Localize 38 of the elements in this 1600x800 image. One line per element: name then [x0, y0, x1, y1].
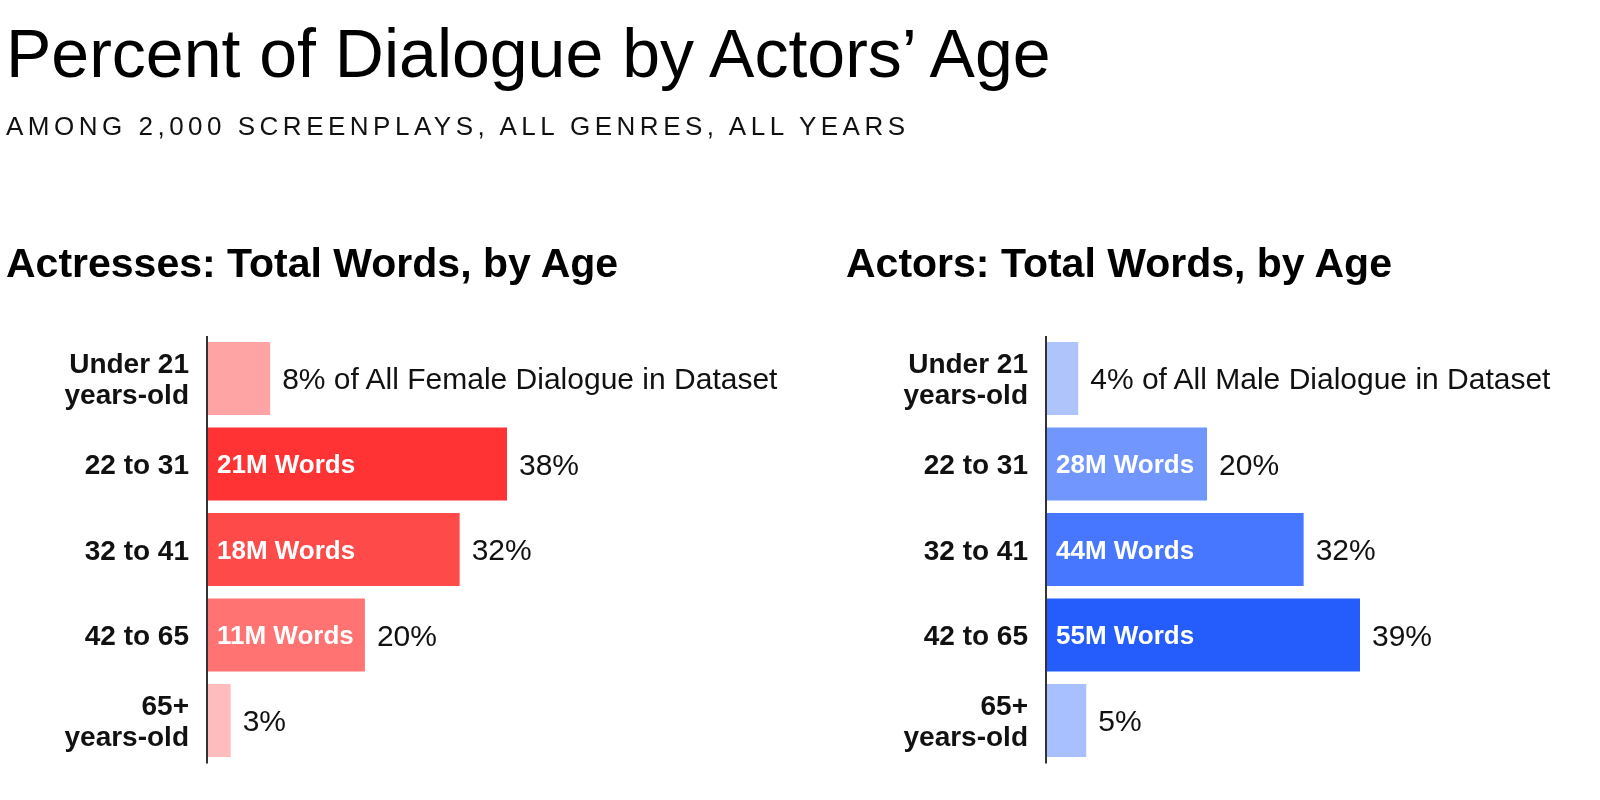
data-label: 38%	[519, 447, 580, 481]
annotation: 55M Words	[1056, 620, 1195, 650]
text: Percent of Dialogue by Actors’ Age	[6, 14, 1051, 92]
data-label: 8% of All Female Dialogue in Dataset	[282, 362, 779, 395]
y-tick-label: 65+ years-old	[64, 689, 189, 752]
data-label: 3%	[242, 704, 287, 737]
bar	[1046, 684, 1087, 757]
text: AMONG 2,000 SCREENPLAYS, ALL GENRES, ALL YEARS	[6, 111, 910, 142]
annotation: 11M Words	[217, 620, 354, 650]
y-tick-label: 22 to 31	[923, 448, 1028, 480]
y-tick-label: 42 to 65	[84, 619, 189, 651]
y-tick-label: 42 to 65	[923, 619, 1028, 651]
y-tick-label: 22 to 31	[84, 448, 189, 480]
data-label: 32%	[1315, 533, 1376, 566]
bar	[207, 684, 231, 757]
bar	[207, 513, 460, 586]
y-tick-label: Under 21 years-old	[64, 347, 189, 410]
y-tick-label: 32 to 41	[84, 534, 189, 566]
chart-title: Actors: Total Words, by Age	[846, 240, 1392, 287]
y-tick-label: 32 to 41	[923, 534, 1028, 566]
data-label: 32%	[471, 533, 532, 566]
bar	[1046, 598, 1360, 672]
data-label: 5%	[1098, 704, 1142, 737]
bar	[1046, 513, 1304, 586]
data-label: 4% of All Male Dialogue in Dataset	[1090, 362, 1552, 395]
chart-title: Actresses: Total Words, by Age	[6, 240, 619, 287]
annotation: 44M Words	[1056, 534, 1195, 565]
annotation: 18M Words	[217, 534, 356, 565]
bar	[207, 427, 507, 501]
data-label: 39%	[1372, 618, 1433, 652]
data-label: 20%	[376, 618, 437, 652]
bar	[207, 342, 271, 415]
bar	[1046, 342, 1079, 415]
y-tick-label: 65+ years-old	[903, 689, 1028, 752]
annotation: 21M Words	[217, 449, 356, 479]
y-tick-label: Under 21 years-old	[903, 347, 1028, 410]
data-label: 20%	[1219, 447, 1280, 481]
annotation: 28M Words	[1056, 449, 1195, 479]
